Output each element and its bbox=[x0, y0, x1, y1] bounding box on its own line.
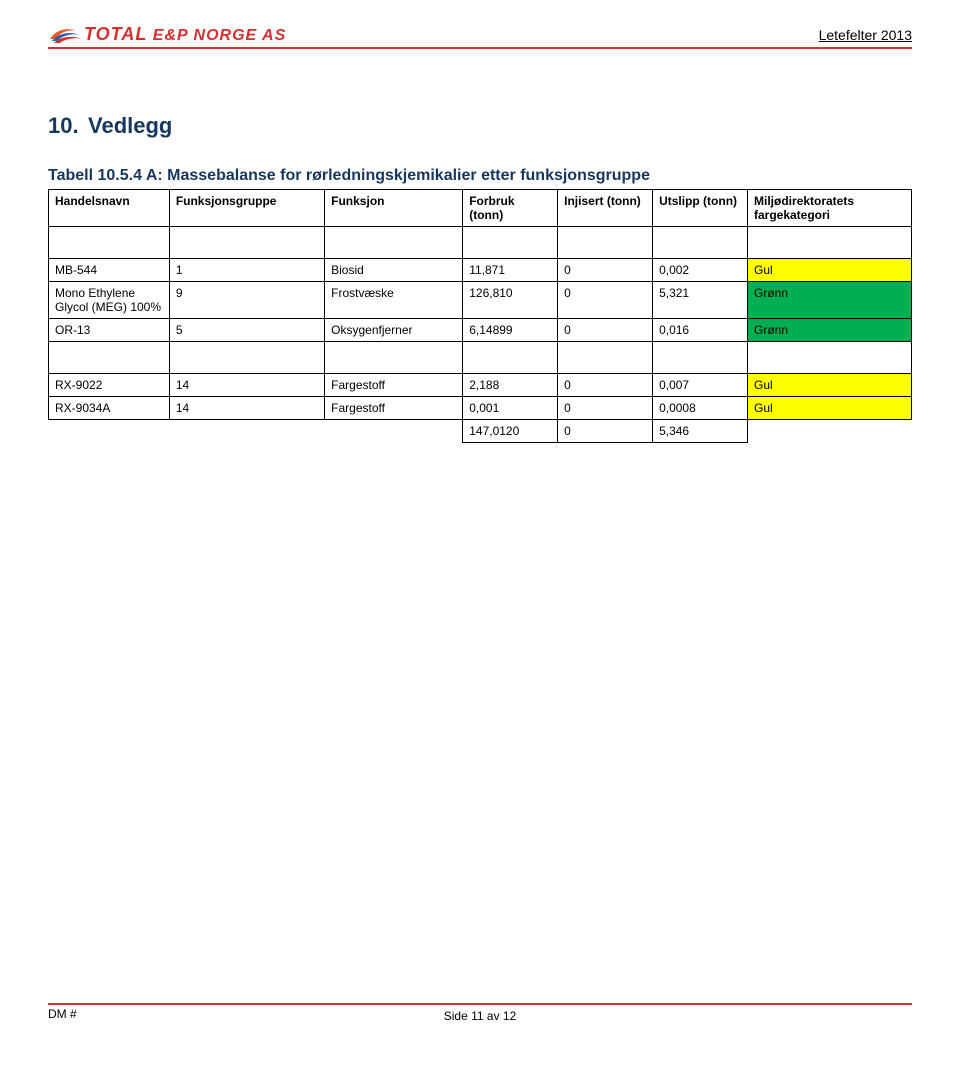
table-total-cell bbox=[325, 420, 463, 443]
table-cell: 2,188 bbox=[463, 374, 558, 397]
table-header-row: Handelsnavn Funksjonsgruppe Funksjon For… bbox=[49, 190, 912, 227]
table-cell: 9 bbox=[169, 282, 324, 319]
table-row: RX-9034A14Fargestoff0,00100,0008Gul bbox=[49, 397, 912, 420]
table-cell: 0,0008 bbox=[653, 397, 748, 420]
footer-left-text: DM # bbox=[48, 1007, 77, 1021]
col-funksjonsgruppe: Funksjonsgruppe bbox=[169, 190, 324, 227]
table-cell: Gul bbox=[747, 259, 911, 282]
col-injisert: Injisert (tonn) bbox=[558, 190, 653, 227]
logo-sub-text: E&P NORGE AS bbox=[147, 27, 286, 44]
table-cell: 0 bbox=[558, 319, 653, 342]
table-cell: 0,007 bbox=[653, 374, 748, 397]
table-cell: 0 bbox=[558, 374, 653, 397]
table-row: OR-135Oksygenfjerner6,1489900,016Grønn bbox=[49, 319, 912, 342]
table-cell: OR-13 bbox=[49, 319, 170, 342]
table-total-cell: 5,346 bbox=[653, 420, 748, 443]
table-total-cell: 0 bbox=[558, 420, 653, 443]
table-cell: MB-544 bbox=[49, 259, 170, 282]
table-cell: Mono Ethylene Glycol (MEG) 100% bbox=[49, 282, 170, 319]
page-footer: DM # Side 11 av 12 bbox=[48, 1003, 912, 1025]
col-handelsnavn: Handelsnavn bbox=[49, 190, 170, 227]
col-fargekategori: Miljødirektoratets fargekategori bbox=[747, 190, 911, 227]
section-number: 10. bbox=[48, 113, 88, 139]
table-row: MB-5441Biosid11,87100,002Gul bbox=[49, 259, 912, 282]
table-cell: 0,002 bbox=[653, 259, 748, 282]
table-total-cell bbox=[747, 420, 911, 443]
doc-title-right: Letefelter 2013 bbox=[819, 27, 912, 45]
section-title-text: Vedlegg bbox=[88, 113, 172, 138]
table-cell: Gul bbox=[747, 374, 911, 397]
table-cell: 6,14899 bbox=[463, 319, 558, 342]
table-cell: 5,321 bbox=[653, 282, 748, 319]
table-cell: Frostvæske bbox=[325, 282, 463, 319]
table-spacer-row bbox=[49, 227, 912, 259]
page-header: TOTAL E&P NORGE AS Letefelter 2013 bbox=[48, 24, 912, 49]
table-cell: Biosid bbox=[325, 259, 463, 282]
table-cell: 0,016 bbox=[653, 319, 748, 342]
table-caption: Tabell 10.5.4 A: Massebalanse for rørled… bbox=[48, 167, 912, 185]
logo-main-text: TOTAL bbox=[84, 24, 147, 44]
table-cell: 0 bbox=[558, 282, 653, 319]
table-cell: Fargestoff bbox=[325, 374, 463, 397]
col-utslipp: Utslipp (tonn) bbox=[653, 190, 748, 227]
table-cell: 14 bbox=[169, 397, 324, 420]
table-row: Mono Ethylene Glycol (MEG) 100%9Frostvæs… bbox=[49, 282, 912, 319]
table-cell: Gul bbox=[747, 397, 911, 420]
logo-swirl-icon bbox=[48, 25, 84, 45]
table-cell: 0 bbox=[558, 259, 653, 282]
logo-text: TOTAL E&P NORGE AS bbox=[84, 24, 286, 45]
table-cell: Grønn bbox=[747, 282, 911, 319]
table-row: RX-902214Fargestoff2,18800,007Gul bbox=[49, 374, 912, 397]
table-cell: 14 bbox=[169, 374, 324, 397]
table-cell: Grønn bbox=[747, 319, 911, 342]
table-cell: RX-9022 bbox=[49, 374, 170, 397]
section-heading: 10.Vedlegg bbox=[48, 113, 912, 139]
table-total-cell bbox=[49, 420, 170, 443]
table-cell: Oksygenfjerner bbox=[325, 319, 463, 342]
table-cell: 5 bbox=[169, 319, 324, 342]
table-cell: 11,871 bbox=[463, 259, 558, 282]
table-cell: 0 bbox=[558, 397, 653, 420]
mass-balance-table: Handelsnavn Funksjonsgruppe Funksjon For… bbox=[48, 189, 912, 443]
table-total-cell bbox=[169, 420, 324, 443]
col-forbruk: Forbruk (tonn) bbox=[463, 190, 558, 227]
table-cell: Fargestoff bbox=[325, 397, 463, 420]
table-spacer-row bbox=[49, 342, 912, 374]
table-total-cell: 147,0120 bbox=[463, 420, 558, 443]
footer-page-number: Side 11 av 12 bbox=[444, 1009, 517, 1023]
table-totals-row: 147,012005,346 bbox=[49, 420, 912, 443]
col-funksjon: Funksjon bbox=[325, 190, 463, 227]
company-logo: TOTAL E&P NORGE AS bbox=[48, 24, 286, 45]
table-cell: 0,001 bbox=[463, 397, 558, 420]
table-cell: RX-9034A bbox=[49, 397, 170, 420]
table-cell: 1 bbox=[169, 259, 324, 282]
table-cell: 126,810 bbox=[463, 282, 558, 319]
